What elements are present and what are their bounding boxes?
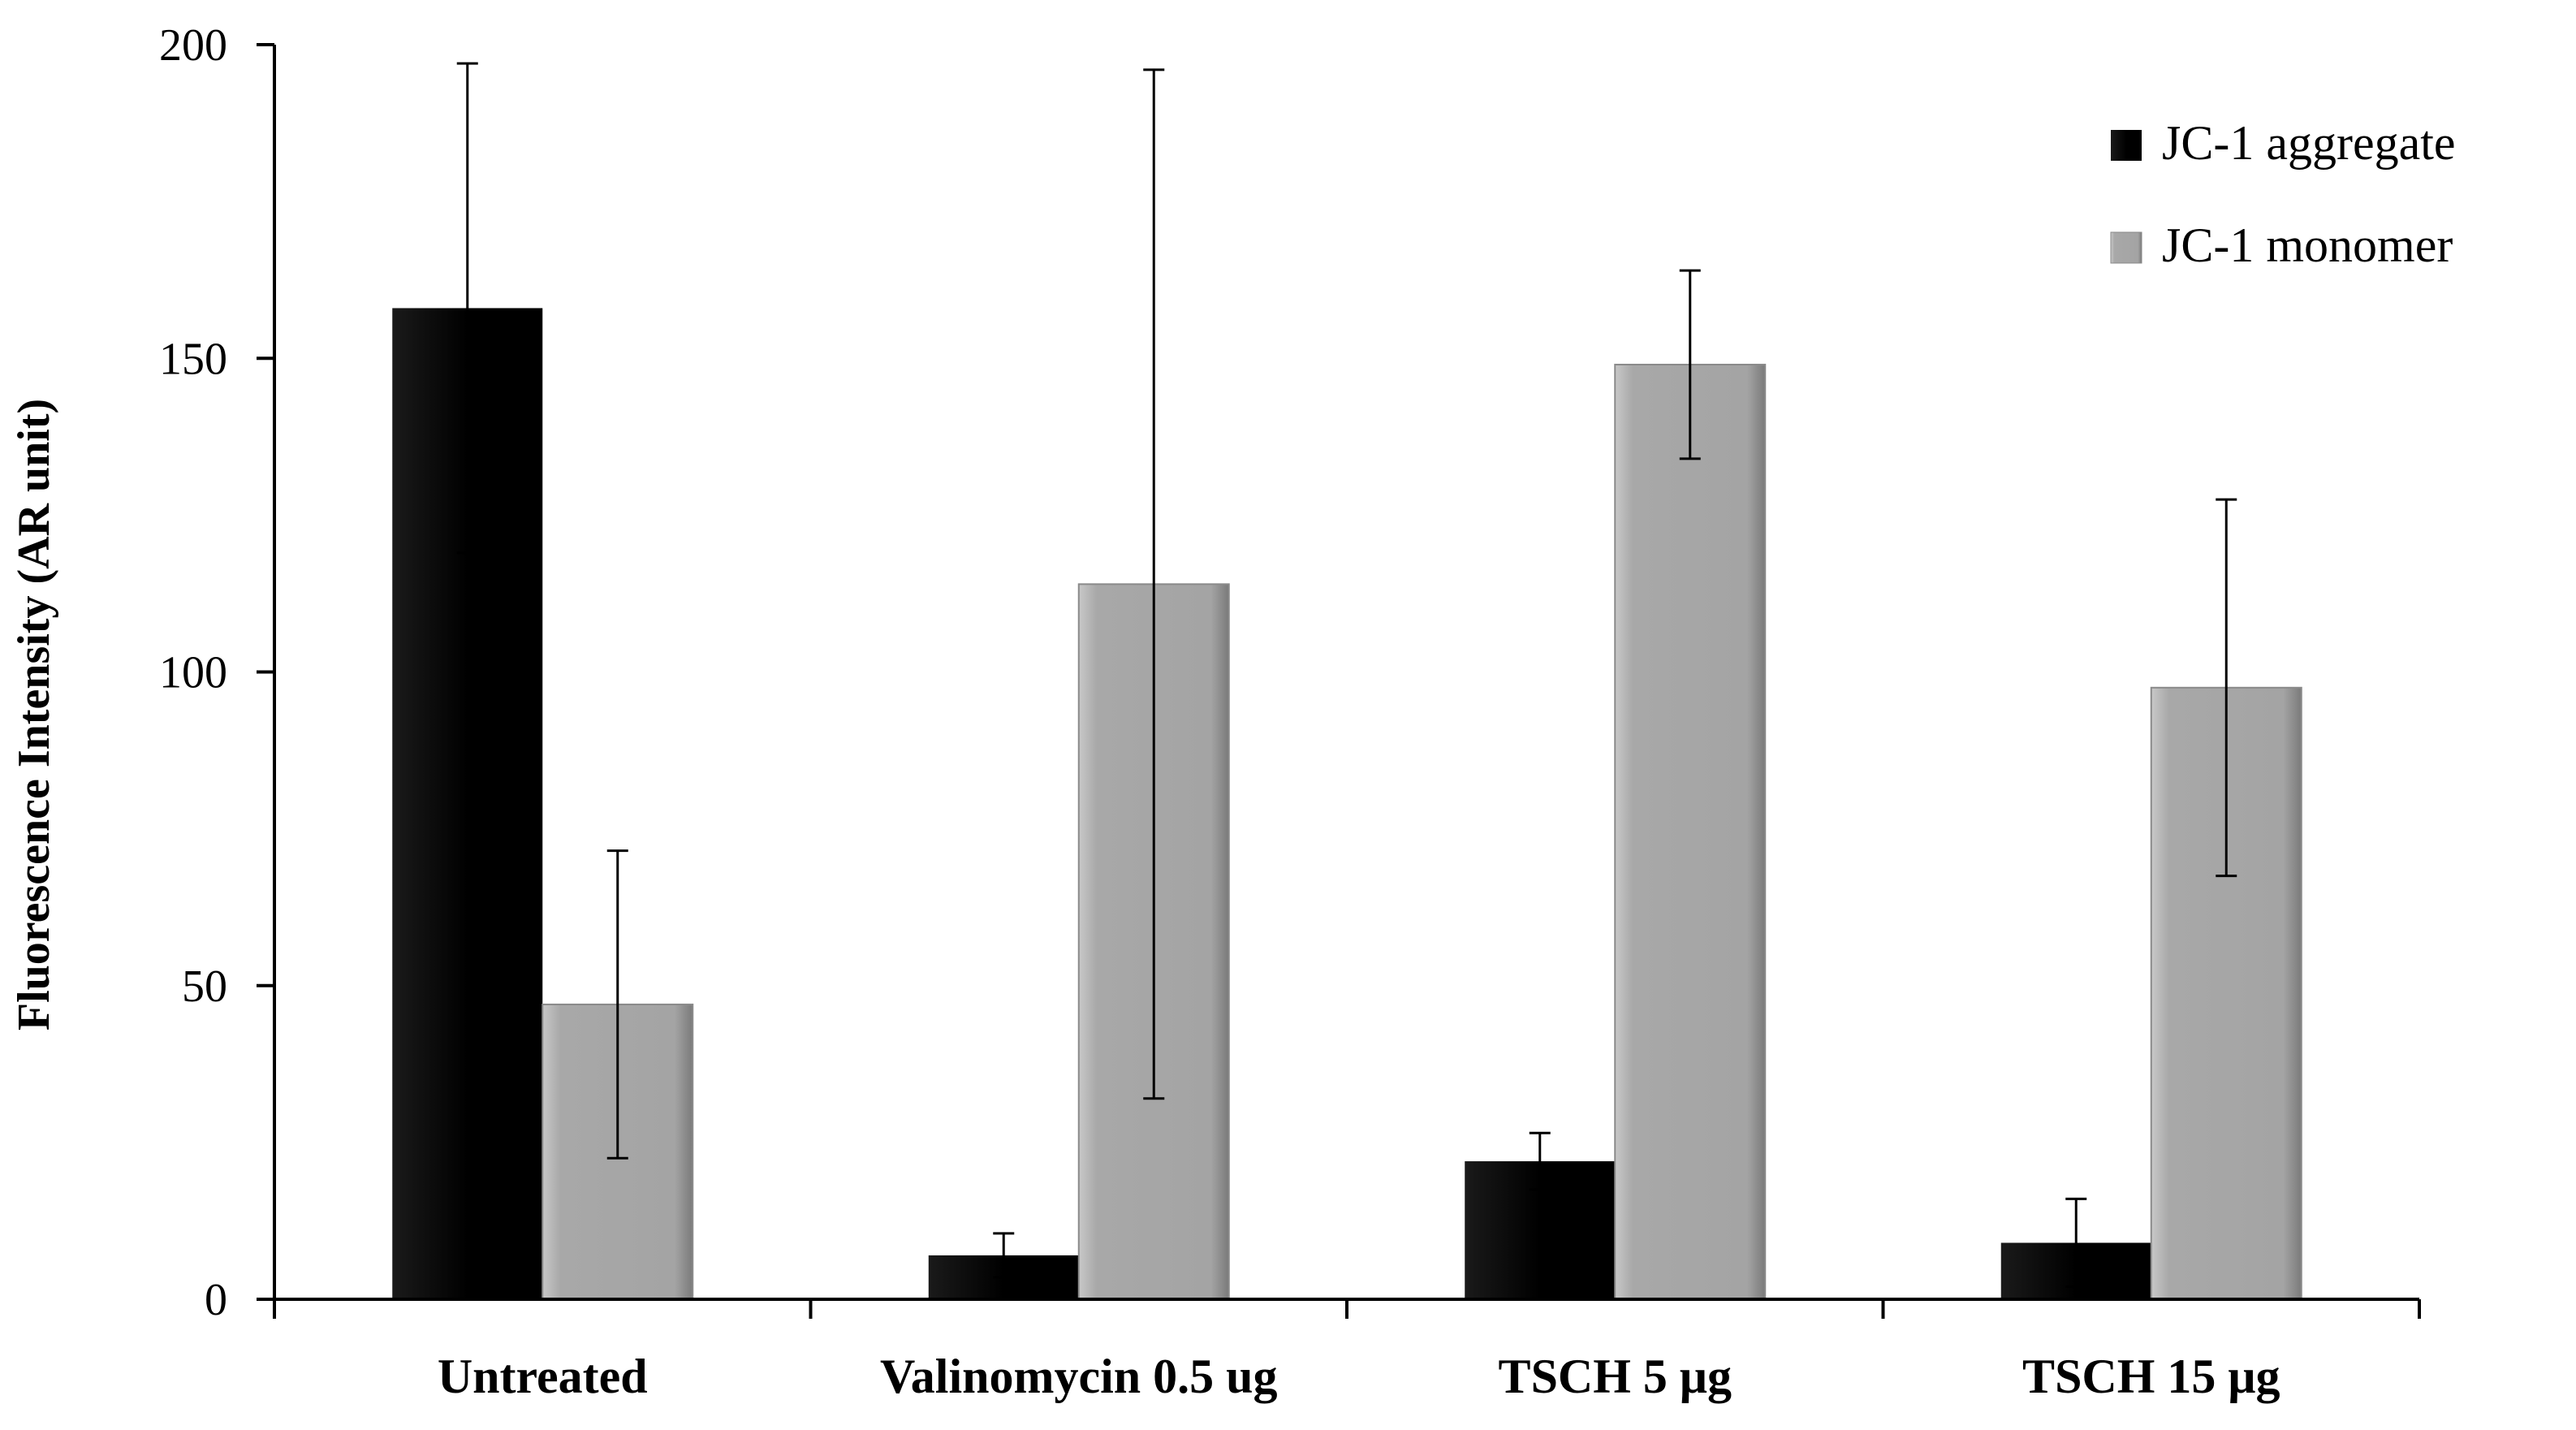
y-tick-label: 50 [182,961,227,1012]
y-tick-label: 200 [159,20,227,71]
x-category-label: TSCH 15 μg [2022,1350,2280,1403]
error-bars [456,62,2237,1289]
bar-monomer [1614,363,1767,1301]
legend-label-monomer: JC-1 monomer [2162,218,2453,272]
legend-label-aggregate: JC-1 aggregate [2162,116,2456,170]
y-tick-label: 100 [159,648,227,698]
y-tick-label: 150 [159,334,227,384]
y-tick-label: 0 [205,1275,227,1325]
x-axis-category-labels: Untreated Valinomycin 0.5 ug TSCH 5 μg TSCH… [438,1350,2280,1403]
x-category-label: Valinomycin 0.5 ug [880,1350,1278,1403]
x-axis-ticks [273,1299,2421,1319]
legend-swatch-monomer [2110,231,2142,264]
legend-swatch-aggregate [2111,130,2142,161]
x-category-label: Untreated [438,1350,648,1403]
bars [392,308,2302,1301]
x-category-label: TSCH 5 μg [1499,1350,1732,1403]
legend: JC-1 aggregate JC-1 monomer [2110,116,2456,272]
y-axis-title: Fluorescence Intensity (AR unit) [9,399,59,1030]
y-axis-ticks: 0 50 100 150 200 [159,20,274,1325]
